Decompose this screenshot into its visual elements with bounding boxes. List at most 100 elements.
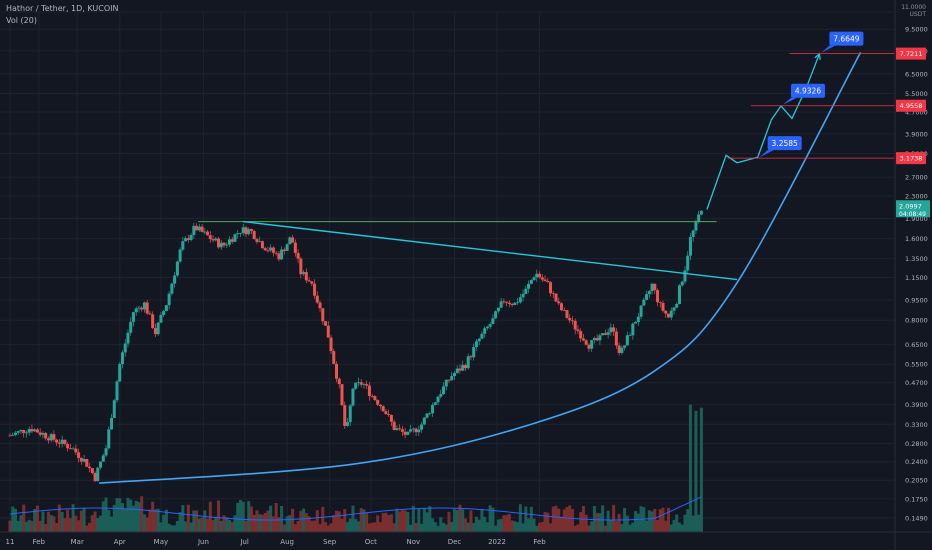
volume-bar xyxy=(44,524,48,532)
y-tick-label: 1.9000 xyxy=(905,215,928,223)
candle-body xyxy=(370,395,374,397)
volume-bar xyxy=(691,515,695,532)
volume-bar xyxy=(666,507,671,532)
candle-body xyxy=(99,461,103,468)
volume-bar xyxy=(126,497,130,532)
volume-bar xyxy=(324,521,328,532)
volume-bar xyxy=(562,509,566,532)
volume-bar xyxy=(66,509,70,532)
candle-body xyxy=(293,242,297,253)
candle-body xyxy=(559,303,564,311)
x-tick-label: Feb xyxy=(533,538,546,546)
candle-body xyxy=(367,385,371,396)
candle-body xyxy=(683,270,687,282)
volume-bar xyxy=(269,505,273,532)
candle-body xyxy=(472,347,476,358)
candle-body xyxy=(68,448,72,450)
volume-bar xyxy=(549,523,553,532)
candle-body xyxy=(444,379,448,387)
candle-body xyxy=(664,310,668,314)
volume-bar xyxy=(96,517,100,532)
volume-bar xyxy=(362,509,366,532)
volume-bar xyxy=(348,518,352,532)
volume-bar xyxy=(85,525,89,532)
candle-body xyxy=(296,252,300,259)
volume-bar xyxy=(669,524,673,532)
x-tick-label: Nov xyxy=(406,538,420,546)
candle-body xyxy=(469,356,473,358)
candle-body xyxy=(422,417,426,425)
candle-body xyxy=(551,293,555,295)
volume-bar xyxy=(647,510,651,532)
volume-bar xyxy=(617,513,621,532)
candle-body xyxy=(206,231,210,236)
candle-body xyxy=(474,341,478,348)
candle-body xyxy=(496,307,500,312)
volume-bar xyxy=(403,510,407,532)
volume-bar xyxy=(496,519,500,532)
candle-body xyxy=(480,333,484,339)
candle-body xyxy=(623,345,627,348)
x-tick-label: Mar xyxy=(71,538,84,546)
candle-body xyxy=(211,239,215,241)
volume-bar xyxy=(104,497,108,532)
candle-body xyxy=(137,307,141,309)
candle-body xyxy=(30,429,34,432)
candle-body xyxy=(110,417,114,430)
volume-bar xyxy=(206,518,210,532)
candle-body xyxy=(219,242,223,248)
candle-body xyxy=(442,386,446,395)
volume-bar xyxy=(491,507,495,532)
volume-bar xyxy=(469,510,473,532)
candle-body xyxy=(189,234,193,240)
volume-bar xyxy=(68,518,72,532)
candle-body xyxy=(274,252,278,254)
volume-bar xyxy=(656,520,660,532)
descending-trendline xyxy=(243,220,738,281)
candle-body xyxy=(403,431,407,435)
volume-bar xyxy=(543,512,547,532)
candle-body xyxy=(49,434,53,441)
candle-body xyxy=(184,238,188,242)
volume-bar xyxy=(436,525,440,532)
target-price-tag xyxy=(896,152,926,165)
volume-bar xyxy=(677,522,681,532)
volume-bar xyxy=(370,522,374,532)
candle-body xyxy=(656,290,660,303)
volume-bar xyxy=(49,515,53,532)
candle-body xyxy=(195,225,199,231)
y-tick-label: 2.3000 xyxy=(905,192,928,200)
volume-bar xyxy=(222,515,226,532)
volume-bar xyxy=(71,504,75,532)
volume-bar xyxy=(431,518,435,532)
y-tick-label: 0.9500 xyxy=(905,296,928,304)
volume-bar xyxy=(93,511,97,532)
candle-body xyxy=(606,332,610,335)
volume-bar xyxy=(392,523,396,532)
volume-bar xyxy=(590,521,594,532)
volume-bar xyxy=(463,518,467,532)
candle-body xyxy=(153,327,157,335)
y-tick-label: 1.3500 xyxy=(905,255,928,263)
volume-bar xyxy=(483,516,487,532)
volume-bar xyxy=(672,519,676,532)
volume-bar xyxy=(307,516,311,532)
candle-body xyxy=(485,326,489,329)
candle-body xyxy=(650,283,654,292)
volume-bar xyxy=(211,520,215,532)
candle-body xyxy=(592,338,596,341)
candle-body xyxy=(620,347,624,353)
volume-bar xyxy=(559,516,564,532)
volume-bar xyxy=(189,522,193,532)
time-axis[interactable]: 11 Feb Mar Apr May Jun Jul Aug Sep Oct Nov Dec 2022 F… xyxy=(0,531,932,546)
candle-body xyxy=(304,272,308,281)
candle-body xyxy=(156,322,160,335)
volume-bar xyxy=(79,510,83,532)
candle-body xyxy=(85,459,89,467)
volume-bar xyxy=(488,505,492,532)
volume-bar xyxy=(444,524,448,532)
candle-body xyxy=(516,302,520,304)
